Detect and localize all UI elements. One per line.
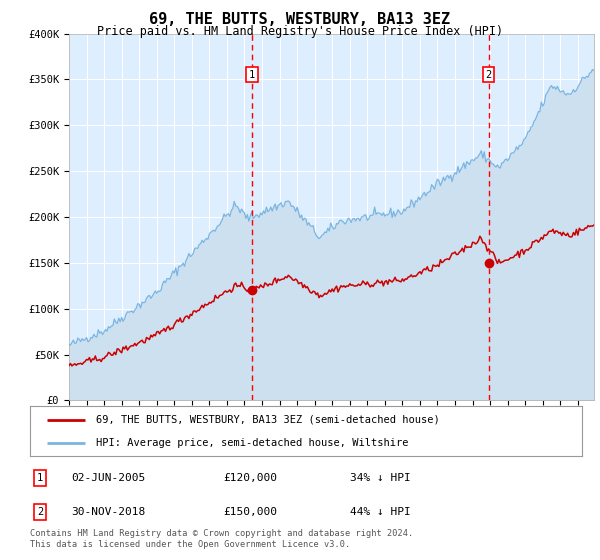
Text: 34% ↓ HPI: 34% ↓ HPI	[350, 473, 411, 483]
Text: HPI: Average price, semi-detached house, Wiltshire: HPI: Average price, semi-detached house,…	[96, 438, 409, 448]
Text: 1: 1	[249, 70, 255, 80]
Text: 69, THE BUTTS, WESTBURY, BA13 3EZ (semi-detached house): 69, THE BUTTS, WESTBURY, BA13 3EZ (semi-…	[96, 414, 440, 424]
Text: £120,000: £120,000	[223, 473, 277, 483]
Text: Contains HM Land Registry data © Crown copyright and database right 2024.
This d: Contains HM Land Registry data © Crown c…	[30, 529, 413, 549]
Text: 1: 1	[37, 473, 43, 483]
Text: Price paid vs. HM Land Registry's House Price Index (HPI): Price paid vs. HM Land Registry's House …	[97, 25, 503, 38]
Text: 30-NOV-2018: 30-NOV-2018	[71, 507, 146, 517]
Text: 44% ↓ HPI: 44% ↓ HPI	[350, 507, 411, 517]
Text: £150,000: £150,000	[223, 507, 277, 517]
Text: 02-JUN-2005: 02-JUN-2005	[71, 473, 146, 483]
Text: 2: 2	[37, 507, 43, 517]
Text: 2: 2	[485, 70, 492, 80]
Text: 69, THE BUTTS, WESTBURY, BA13 3EZ: 69, THE BUTTS, WESTBURY, BA13 3EZ	[149, 12, 451, 27]
